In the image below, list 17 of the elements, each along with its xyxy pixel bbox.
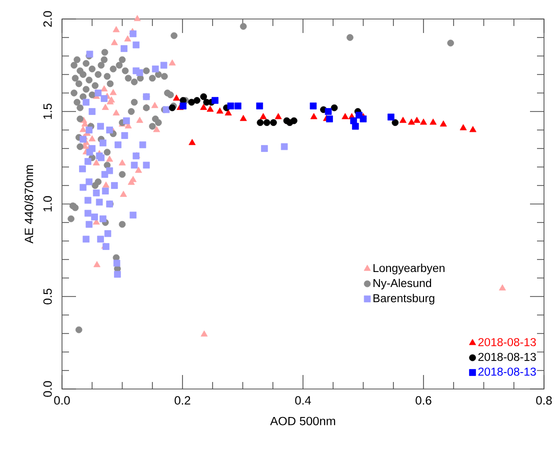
y-tick-label: 2.0 [43,11,52,27]
y-tick-label: 1.5 [43,104,52,119]
legend-label: Ny-Alesund [374,278,432,290]
legend-label: Longyearbyen [374,264,444,274]
x-axis-title: AOD 500nm [270,416,336,426]
y-axis-title: AE 440/870nm [24,165,34,244]
x-tick-label: 0.6 [416,396,432,405]
x-tick-label: 0.8 [536,396,552,405]
legend-label: Barentsburg [374,294,434,305]
x-tick-label: 0.4 [295,396,311,405]
y-tick-label: 0.5 [43,288,52,304]
legend-label: 2018-08-13 [478,338,536,346]
x-tick-label: 0.2 [174,396,190,405]
legend-label: 2018-08-13 [478,368,536,376]
x-tick-label: 0.0 [54,396,70,405]
legend-label: 2018-08-13 [478,352,536,361]
y-tick-label: 1.0 [43,196,52,212]
